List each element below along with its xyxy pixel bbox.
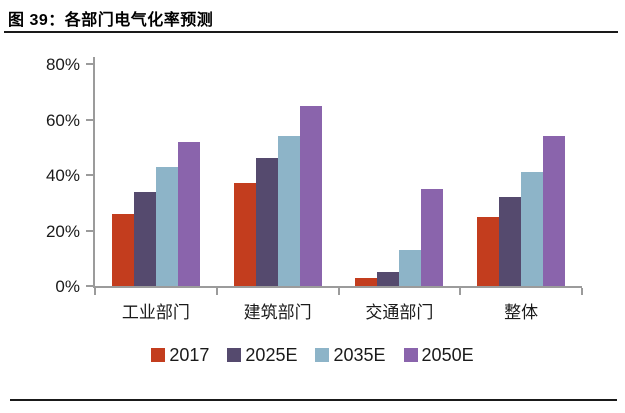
- legend-label: 2035E: [333, 345, 386, 365]
- y-axis-tick-label: 0%: [55, 277, 80, 296]
- bar-2050E-category-3: [543, 136, 566, 286]
- chart-title: 图 39：各部门电气化率预测: [8, 12, 214, 29]
- x-axis-category-label: 工业部门: [121, 303, 190, 322]
- legend-swatch-icon: [315, 348, 330, 362]
- legend-swatch-icon: [403, 348, 418, 362]
- legend-label: 2017: [169, 345, 210, 365]
- y-axis-tick-label: 20%: [45, 221, 80, 241]
- bar-2025E-category-3: [499, 197, 522, 286]
- bar-2025E-category-2: [377, 272, 400, 286]
- bar-2035E-category-0: [155, 166, 178, 286]
- x-axis-tick: [215, 288, 218, 295]
- legend-label: 2050E: [421, 345, 474, 365]
- plot-area: [86, 57, 583, 295]
- legend-item-2017: 2017: [151, 346, 209, 364]
- bar-2035E-category-3: [521, 172, 544, 286]
- x-axis-line: [93, 286, 582, 288]
- bar-2017-category-3: [477, 216, 500, 286]
- x-axis-tick: [581, 288, 583, 295]
- legend-item-2050E: 2050E: [403, 345, 474, 365]
- y-axis-tick: [86, 229, 93, 232]
- legend-label: 2025E: [245, 345, 298, 365]
- y-axis-tick-label: 80%: [45, 55, 80, 74]
- bar-2035E-category-2: [399, 249, 422, 286]
- y-axis-tick: [86, 174, 93, 176]
- x-axis-tick: [94, 288, 96, 295]
- y-axis-labels: 0% 20% 40% 60% 80%: [0, 56, 80, 295]
- y-axis-tick: [86, 118, 93, 121]
- bar-2050E-category-2: [421, 188, 444, 286]
- y-axis-line: [93, 57, 95, 288]
- x-axis-tick: [337, 288, 340, 295]
- legend-item-2025E: 2025E: [227, 346, 297, 364]
- x-axis-category-label: 建筑部门: [243, 303, 312, 322]
- x-axis-category-label: 整体: [504, 303, 539, 322]
- x-axis-labels: 工业部门 建筑部门 交通部门 整体: [95, 298, 582, 322]
- y-axis-tick-label: 40%: [45, 166, 80, 185]
- bar-2017-category-1: [233, 183, 256, 286]
- legend-swatch-icon: [151, 348, 166, 362]
- bar-2025E-category-1: [255, 158, 278, 286]
- y-axis-tick: [86, 63, 93, 65]
- bar-2035E-category-1: [277, 136, 300, 286]
- bar-2017-category-2: [355, 277, 378, 286]
- y-axis-tick-label: 60%: [45, 110, 80, 130]
- bottom-rule: [10, 399, 617, 401]
- bar-2050E-category-1: [299, 105, 322, 286]
- legend: 2017 2025E 2035E 2050E: [0, 346, 625, 364]
- legend-item-2035E: 2035E: [315, 345, 386, 365]
- legend-swatch-icon: [227, 348, 242, 362]
- bar-2025E-category-0: [133, 191, 156, 286]
- y-axis-tick: [86, 285, 93, 287]
- x-axis-category-label: 交通部门: [365, 303, 434, 322]
- title-underline-rule: [4, 31, 618, 33]
- x-axis-tick: [459, 288, 462, 295]
- bar-2017-category-0: [111, 213, 134, 286]
- bar-2050E-category-0: [177, 141, 200, 286]
